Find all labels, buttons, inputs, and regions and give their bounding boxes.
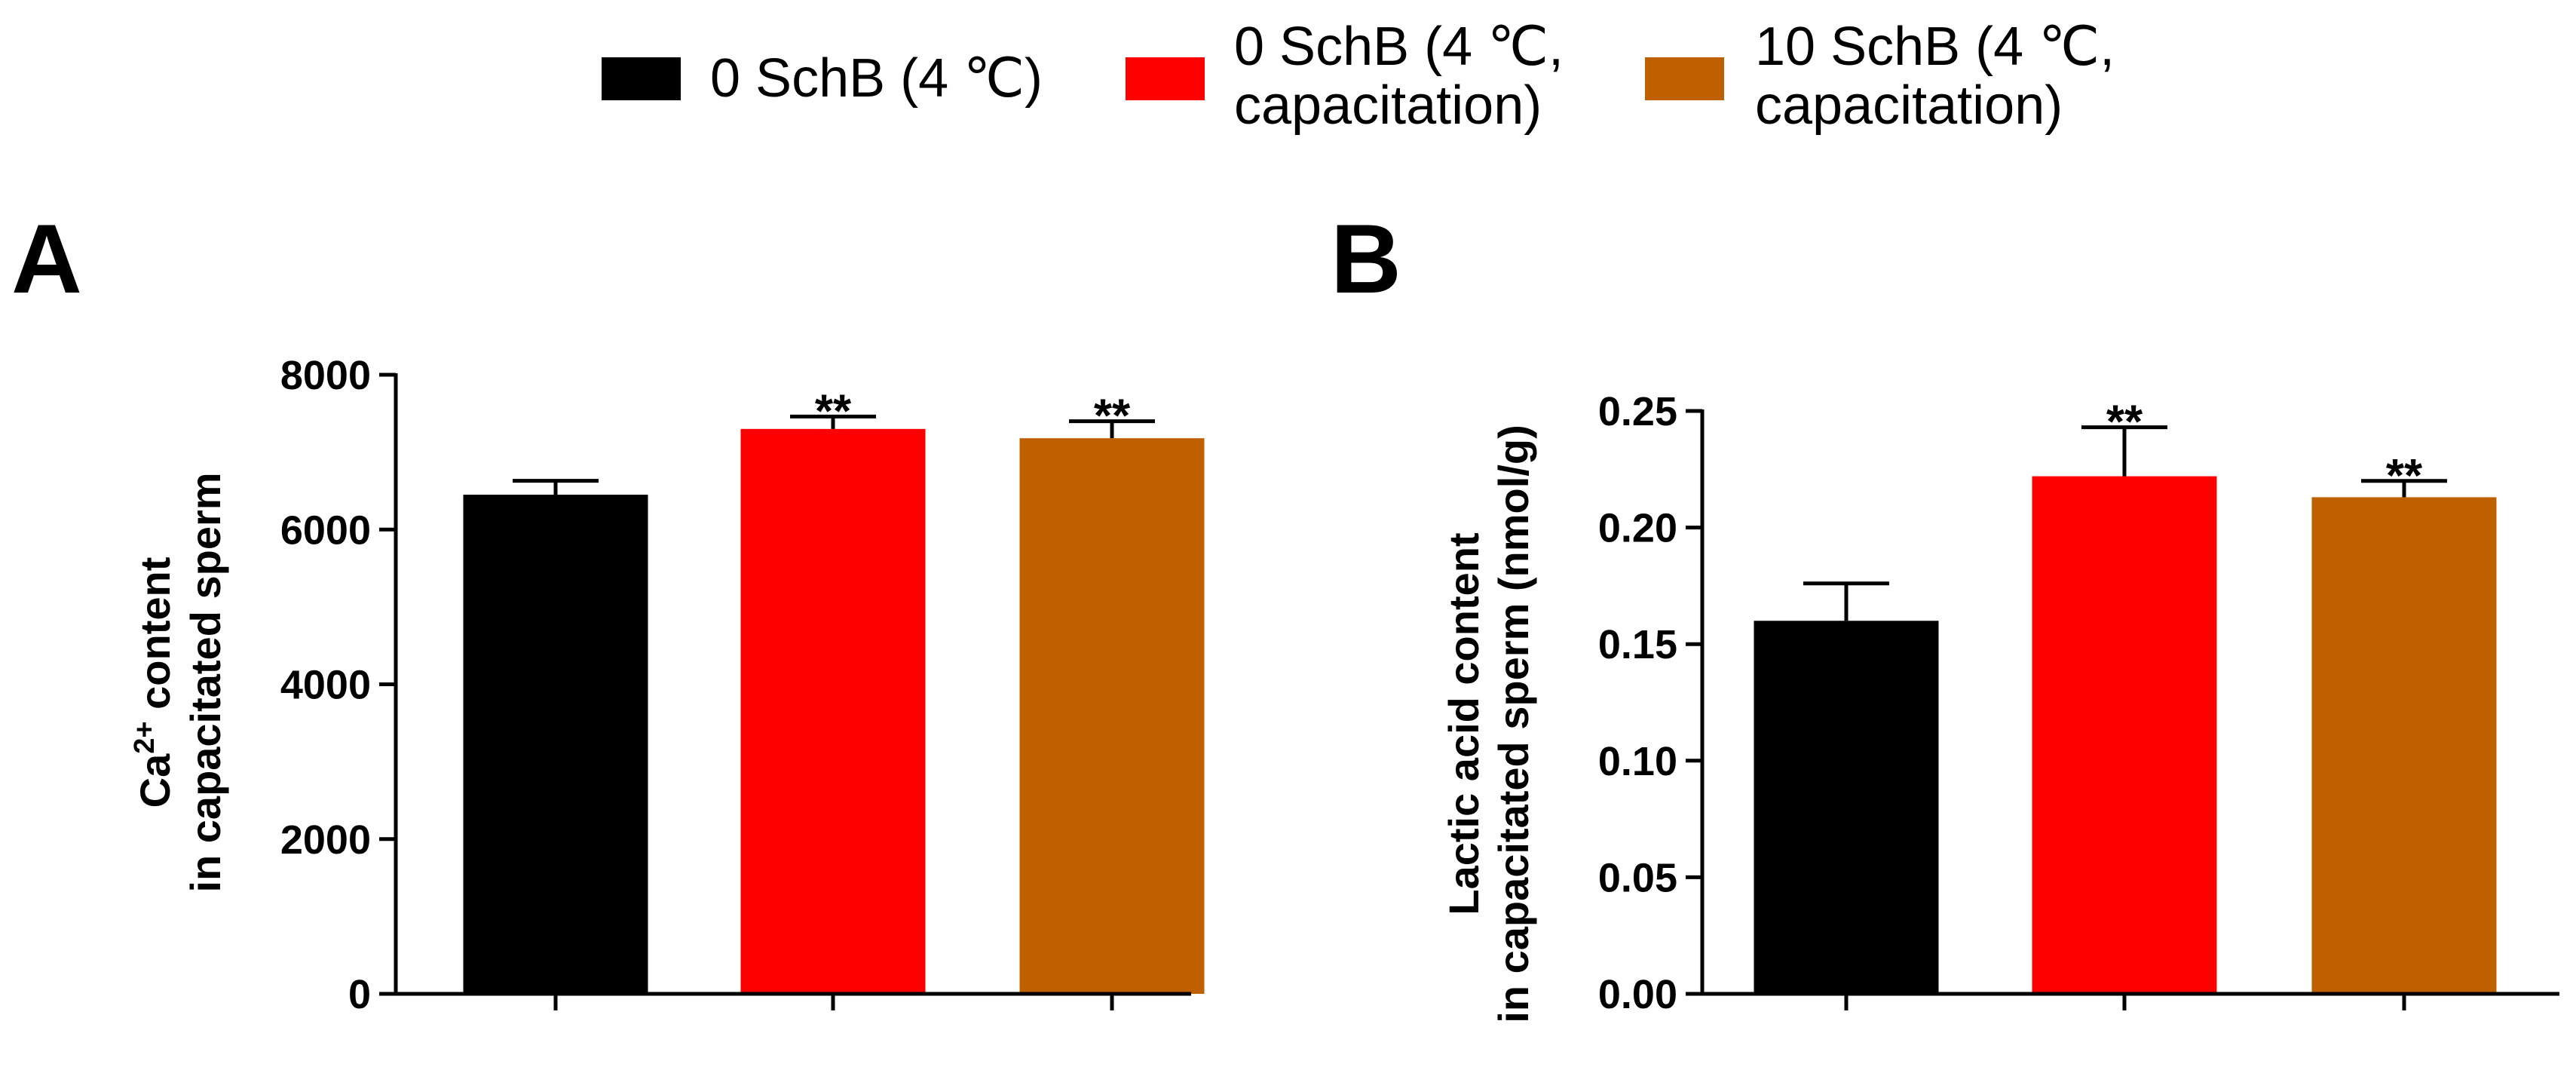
panel-a-bar-2 xyxy=(1019,438,1205,994)
legend-label-1-line-2: capacitation) xyxy=(1234,75,1542,136)
panel-a-ytick-label-0: 0 xyxy=(348,972,371,1017)
panel-b-ytick-label-3: 0.15 xyxy=(1598,622,1677,667)
panel-a-ylabel-line-1: Ca2+ content xyxy=(129,557,179,808)
panel-a-bar-1 xyxy=(740,428,926,994)
panel-b-bar-1 xyxy=(2032,476,2217,994)
legend-swatch-black xyxy=(602,57,681,100)
panel-b-label: B xyxy=(1331,204,1401,314)
panel-a-ytick-label-1: 2000 xyxy=(280,817,371,863)
panel-b-ylabel-line-1: Lactic acid content xyxy=(1440,532,1487,915)
legend-swatch-brown xyxy=(1645,57,1724,100)
panel-b-ylabel-line-2: in capacitated sperm (nmol/g) xyxy=(1490,425,1537,1023)
panel-b-bar-0 xyxy=(1754,621,1939,994)
panel-b: B Lactic acid content in capacitated spe… xyxy=(1331,204,2559,1023)
legend-label-2-line-1: 10 SchB (4 ℃, xyxy=(1755,17,2115,77)
panel-a-ytick-label-2: 4000 xyxy=(280,663,371,708)
panel-a-bar-0 xyxy=(463,495,648,994)
panel-b-ytick-label-2: 0.10 xyxy=(1598,739,1677,784)
panel-a-ytick-label-3: 6000 xyxy=(280,507,371,553)
panel-b-significance-1: ** xyxy=(2106,397,2143,449)
panel-b-bar-2 xyxy=(2311,497,2497,994)
panel-b-ytick-label-1: 0.05 xyxy=(1598,855,1677,900)
legend: 0 SchB (4 ℃) 0 SchB (4 ℃, capacitation) … xyxy=(602,17,2115,136)
panel-b-ytick-label-5: 0.25 xyxy=(1598,389,1677,434)
legend-label-0: 0 SchB (4 ℃) xyxy=(710,48,1043,109)
legend-label-1-line-1: 0 SchB (4 ℃, xyxy=(1234,17,1564,77)
panel-a-significance-1: ** xyxy=(815,385,852,437)
panel-b-significance-2: ** xyxy=(2386,450,2423,502)
panel-a: A Ca2+ content in capacitated sperm ** **… xyxy=(11,204,1205,1017)
panel-a-significance-2: ** xyxy=(1094,391,1131,443)
panel-a-ytick-label-4: 8000 xyxy=(280,353,371,398)
panel-b-ytick-label-0: 0.00 xyxy=(1598,972,1677,1017)
legend-swatch-red xyxy=(1126,57,1205,100)
panel-b-ytick-label-4: 0.20 xyxy=(1598,506,1677,551)
panel-a-ylabel-line-2: in capacitated sperm xyxy=(182,472,229,892)
legend-label-2-line-2: capacitation) xyxy=(1755,75,2063,136)
panel-a-plot: ** ** 0 2000 4000 6000 8000 xyxy=(280,353,1205,1017)
panel-b-plot: ** ** 0.00 0.05 0.10 0.15 0.20 0.25 xyxy=(1598,389,2559,1017)
panel-a-label: A xyxy=(11,204,82,314)
